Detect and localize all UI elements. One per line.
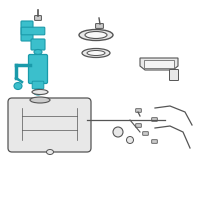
Ellipse shape	[79, 29, 113, 40]
Polygon shape	[144, 60, 174, 68]
Ellipse shape	[46, 150, 54, 154]
FancyBboxPatch shape	[21, 21, 33, 41]
Ellipse shape	[113, 127, 123, 137]
FancyBboxPatch shape	[21, 27, 45, 35]
Ellipse shape	[32, 90, 48, 95]
FancyBboxPatch shape	[35, 16, 41, 20]
FancyBboxPatch shape	[143, 132, 148, 135]
FancyBboxPatch shape	[8, 98, 91, 152]
Ellipse shape	[87, 50, 105, 55]
Ellipse shape	[30, 97, 50, 103]
Ellipse shape	[85, 31, 107, 38]
FancyBboxPatch shape	[170, 70, 179, 80]
Ellipse shape	[127, 136, 134, 144]
Ellipse shape	[14, 82, 22, 90]
FancyBboxPatch shape	[32, 81, 44, 89]
Ellipse shape	[34, 49, 42, 54]
Polygon shape	[140, 58, 178, 70]
FancyBboxPatch shape	[96, 24, 103, 28]
Ellipse shape	[82, 48, 110, 58]
FancyBboxPatch shape	[152, 140, 157, 143]
FancyBboxPatch shape	[29, 54, 48, 84]
Ellipse shape	[34, 89, 42, 95]
FancyBboxPatch shape	[31, 39, 45, 50]
FancyBboxPatch shape	[136, 124, 141, 127]
FancyBboxPatch shape	[136, 109, 141, 112]
FancyBboxPatch shape	[152, 118, 157, 121]
